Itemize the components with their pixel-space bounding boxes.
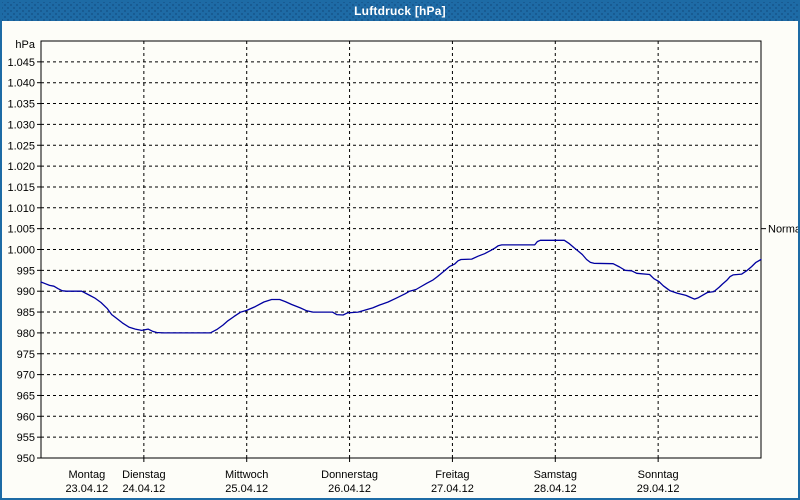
plot-border <box>40 40 762 459</box>
window-titlebar[interactable]: Luftdruck [hPa] <box>2 2 798 21</box>
y-tick-label: 980 <box>17 328 35 340</box>
day-name-label: Montag <box>69 469 106 481</box>
day-date-label: 28.04.12 <box>534 483 577 495</box>
y-tick-label: 1.025 <box>7 140 35 152</box>
y-tick-label: 960 <box>17 411 35 423</box>
day-name-label: Donnerstag <box>321 469 378 481</box>
y-tick-label: 1.030 <box>7 119 35 131</box>
y-tick-label: 1.035 <box>7 99 35 111</box>
day-date-label: 24.04.12 <box>122 483 165 495</box>
y-tick-label: 1.040 <box>7 78 35 90</box>
y-tick-label: 1.010 <box>7 203 35 215</box>
pressure-line <box>40 239 762 334</box>
y-tick-label: 1.015 <box>7 182 35 194</box>
y-tick-label: 950 <box>17 453 35 465</box>
y-tick-label: 970 <box>17 370 35 382</box>
y-tick-label: 955 <box>17 432 35 444</box>
day-name-label: Samstag <box>534 469 577 481</box>
normal-marker: Normal <box>761 224 798 236</box>
x-grid-and-labels: Montag 23.04.12 Dienstag 24.04.12 Mittwoch 25… <box>65 41 680 495</box>
day-date-label: 26.04.12 <box>328 483 371 495</box>
y-tick-label: 1.000 <box>7 245 35 257</box>
y-tick-label: 975 <box>17 349 35 361</box>
y-grid-and-labels: 1.045 1.040 1.035 1.030 1.025 1.020 1.015 1.010… <box>7 39 761 465</box>
day-name-label: Dienstag <box>122 469 165 481</box>
day-name-label: Freitag <box>435 469 469 481</box>
day-date-label: 25.04.12 <box>225 483 268 495</box>
y-tick-label: 995 <box>17 265 35 277</box>
y-tick-label: 990 <box>17 286 35 298</box>
pressure-chart: 1.045 1.040 1.035 1.030 1.025 1.020 1.015 1.010… <box>2 21 798 498</box>
day-date-label: 23.04.12 <box>65 483 108 495</box>
y-tick-label: 1.045 <box>7 57 35 69</box>
y-tick-label: 985 <box>17 307 35 319</box>
day-date-label: 29.04.12 <box>637 483 680 495</box>
day-date-label: 27.04.12 <box>431 483 474 495</box>
y-tick-label: 1.020 <box>7 161 35 173</box>
y-axis-unit-label: hPa <box>15 39 35 51</box>
day-name-label: Mittwoch <box>225 469 268 481</box>
y-tick-label: 1.005 <box>7 224 35 236</box>
normal-label: Normal <box>768 224 798 236</box>
chart-canvas: 1.045 1.040 1.035 1.030 1.025 1.020 1.015 1.010… <box>7 39 798 495</box>
y-tick-label: 965 <box>17 390 35 402</box>
window-title: Luftdruck [hPa] <box>354 4 446 18</box>
day-name-label: Sonntag <box>638 469 679 481</box>
